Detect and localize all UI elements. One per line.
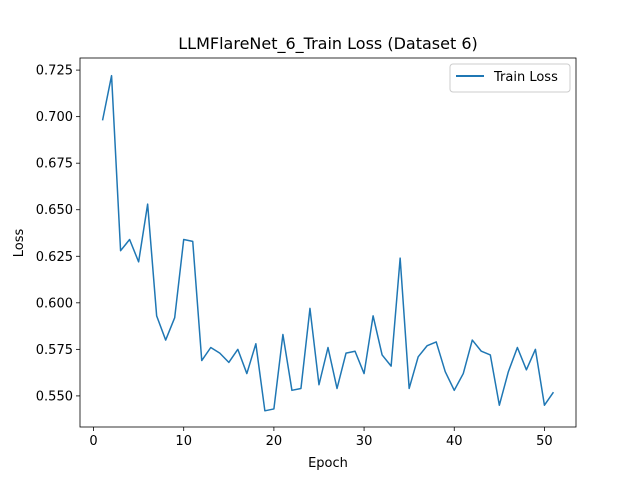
- y-tick-label: 0.625: [36, 250, 73, 265]
- y-tick-label: 0.575: [36, 343, 73, 358]
- x-tick-label: 0: [89, 434, 97, 449]
- x-tick-label: 50: [536, 434, 553, 449]
- series-line-train-loss: [101, 74, 555, 412]
- y-tick-label: 0.675: [36, 157, 73, 172]
- y-tick-label: 0.550: [36, 389, 73, 404]
- legend: Train Loss: [449, 63, 571, 93]
- y-tick-label: 0.700: [36, 110, 73, 125]
- y-tick-label: 0.725: [36, 64, 73, 79]
- x-axis-ticks: 0 10 20 30 40 50: [89, 427, 553, 449]
- plot-area: [80, 58, 576, 427]
- x-axis-label: Epoch: [308, 456, 348, 471]
- y-tick-label: 0.600: [36, 296, 73, 311]
- x-tick-label: 30: [356, 434, 373, 449]
- y-axis-label: Loss: [12, 229, 27, 258]
- x-tick-label: 20: [266, 434, 283, 449]
- legend-label-train-loss: Train Loss: [493, 70, 558, 85]
- y-tick-label: 0.650: [36, 203, 73, 218]
- series-layer: [101, 74, 555, 412]
- legend-box: [449, 63, 571, 93]
- chart-title: LLMFlareNet_6_Train Loss (Dataset 6): [178, 34, 477, 54]
- plot-frame: [79, 57, 577, 428]
- y-axis-ticks: 0.550 0.575 0.600 0.625 0.650 0.675 0.700 0.725: [36, 64, 80, 404]
- x-tick-label: 40: [446, 434, 463, 449]
- x-tick-label: 10: [175, 434, 192, 449]
